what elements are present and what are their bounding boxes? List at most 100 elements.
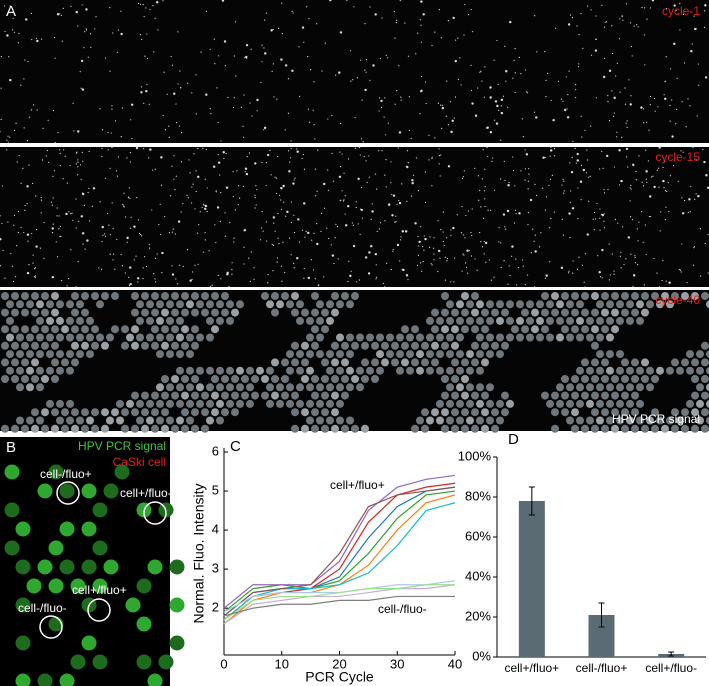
dot: [447, 20, 449, 22]
well: [48, 578, 64, 594]
well: [446, 350, 454, 359]
well: [391, 358, 399, 367]
dot: [303, 277, 305, 279]
well: [611, 408, 619, 417]
well: [81, 341, 89, 350]
dot: [360, 59, 362, 61]
dot: [433, 259, 435, 261]
well: [446, 383, 454, 392]
dot: [599, 208, 601, 210]
well: [281, 358, 289, 367]
well: [581, 308, 589, 317]
well: [651, 424, 659, 433]
dot: [360, 208, 364, 212]
dot: [206, 210, 208, 213]
dot: [125, 216, 127, 218]
well: [631, 391, 639, 400]
well: [481, 341, 489, 350]
well: [591, 325, 599, 334]
dot: [139, 34, 142, 36]
dot: [562, 178, 564, 181]
well: [326, 366, 334, 375]
dot: [703, 26, 706, 28]
highlight-circle: [143, 501, 167, 525]
dot: [420, 24, 422, 26]
dot: [384, 97, 386, 99]
dot: [163, 71, 165, 73]
dot: [497, 83, 499, 85]
well: [411, 341, 419, 350]
dot: [18, 154, 20, 157]
well: [661, 292, 669, 300]
dot: [614, 218, 617, 220]
dot: [31, 182, 34, 185]
dot: [498, 109, 500, 111]
dot: [705, 174, 708, 177]
dot: [191, 186, 193, 188]
dot: [625, 3, 627, 5]
well: [311, 341, 319, 350]
dot: [401, 230, 405, 233]
dot: [359, 233, 361, 236]
dot: [9, 136, 11, 138]
dot: [195, 74, 197, 76]
dot: [632, 285, 634, 287]
well: [466, 350, 474, 359]
dot: [51, 227, 54, 230]
well: [321, 424, 329, 433]
well: [456, 316, 464, 325]
dot: [471, 234, 473, 237]
dot: [669, 68, 672, 70]
dot: [65, 212, 68, 216]
dot: [287, 112, 289, 114]
well: [526, 316, 534, 325]
well: [71, 325, 79, 334]
dot: [112, 253, 115, 255]
well: [36, 366, 44, 375]
well: [136, 654, 152, 670]
well: [586, 333, 594, 342]
well: [196, 366, 204, 375]
well: [591, 308, 599, 317]
dot: [627, 236, 631, 239]
well: [321, 358, 329, 367]
dot: [382, 282, 385, 285]
dot: [517, 266, 520, 269]
dot: [12, 17, 14, 19]
dot: [446, 237, 448, 239]
dot: [423, 235, 425, 237]
well: [41, 424, 49, 433]
dot: [484, 198, 486, 200]
dot: [253, 278, 255, 280]
dot: [631, 219, 634, 221]
dot: [494, 100, 498, 103]
well: [311, 325, 319, 334]
well: [336, 350, 344, 359]
dot: [585, 172, 588, 174]
well: [6, 350, 14, 359]
dot: [177, 283, 179, 285]
dot: [681, 101, 683, 103]
well: [426, 316, 434, 325]
well: [221, 375, 229, 383]
dot: [107, 149, 109, 151]
dot: [673, 42, 676, 46]
dot: [290, 201, 293, 203]
well: [486, 383, 494, 392]
dot: [291, 69, 294, 72]
well: [236, 399, 244, 408]
well: [111, 408, 119, 417]
dot: [83, 47, 85, 49]
dot: [17, 210, 20, 213]
dot: [706, 186, 709, 189]
well: [181, 341, 189, 350]
well: [501, 408, 509, 417]
dot: [464, 237, 466, 239]
dot: [538, 246, 541, 248]
dot: [334, 237, 336, 239]
dot: [642, 241, 644, 243]
dot: [608, 69, 612, 73]
well: [331, 358, 339, 367]
dot: [227, 96, 229, 99]
well: [456, 333, 464, 342]
